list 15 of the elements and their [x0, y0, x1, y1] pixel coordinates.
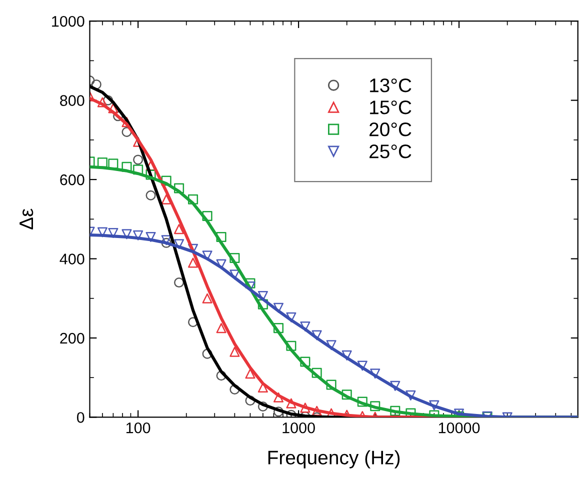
legend-label: 15°C [370, 100, 412, 114]
y-tick-label: 1000 [52, 16, 84, 27]
y-tick-label: 800 [60, 95, 84, 106]
legend-label: 25°C [370, 144, 412, 158]
x-tick-label: 1000 [282, 422, 315, 434]
x-tick-label: 10000 [438, 422, 480, 434]
y-tick-label: 200 [60, 332, 84, 344]
y-tick-label: 600 [60, 174, 84, 186]
legend-label: 20°C [370, 122, 412, 136]
legend-label: 13°C [370, 78, 412, 92]
y-axis-title: Δε [20, 208, 34, 230]
x-tick-label: 100 [126, 422, 150, 434]
x-axis-title: Frequency (Hz) [268, 450, 400, 468]
y-tick-label: 0 [76, 412, 84, 423]
y-tick-label: 400 [60, 254, 84, 264]
